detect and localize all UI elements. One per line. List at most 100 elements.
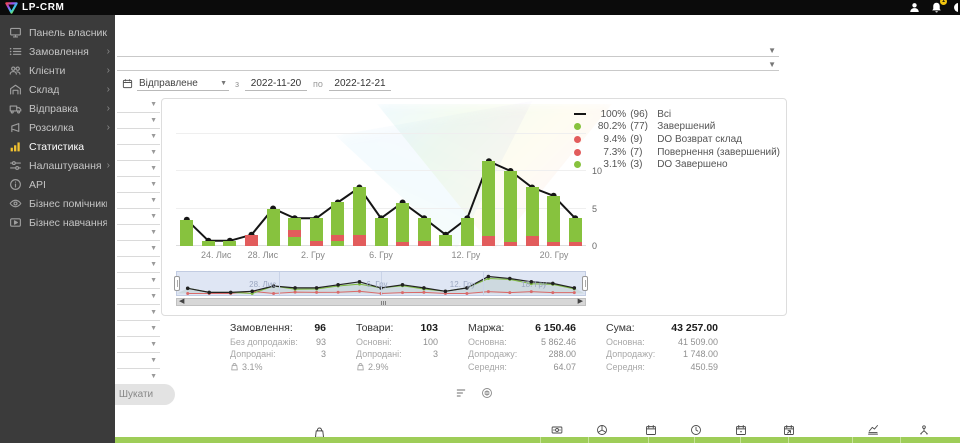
package-circle-icon[interactable] <box>481 386 493 398</box>
bar[interactable] <box>417 218 431 246</box>
brand-name: LP-CRM <box>22 2 65 13</box>
mini-filter-select[interactable]: ▼ <box>117 177 160 193</box>
legend-item[interactable]: 80.2% (77) Завершений <box>574 121 780 134</box>
clock-icon[interactable] <box>690 423 702 435</box>
mini-filter-select[interactable]: ▼ <box>117 353 160 369</box>
legend-item[interactable]: 9.4% (9) DO Возврат склад <box>574 133 780 146</box>
mini-filter-select[interactable]: ▼ <box>117 129 160 145</box>
mini-filter-select[interactable]: ▼ <box>117 209 160 225</box>
chart-navigator[interactable]: 28. Лис 6. Гру 12. Гру 18. Гру <box>174 271 588 296</box>
sidebar-item-label: Відправка <box>29 102 79 115</box>
bar[interactable] <box>439 234 453 246</box>
bar[interactable] <box>266 208 280 246</box>
sidebar-item-розсилка[interactable]: Розсилка › <box>0 118 115 137</box>
mini-filter-select[interactable]: ▼ <box>117 161 160 177</box>
y-tick-label: 10 <box>592 166 603 176</box>
sidebar-item-панель-власника[interactable]: Панель власника <box>0 23 115 42</box>
calendar-icon[interactable] <box>645 423 657 435</box>
statistics-icon <box>9 140 22 153</box>
mini-filter-select[interactable]: ▼ <box>117 113 160 129</box>
date-to-input[interactable]: 2022-12-21 <box>329 76 391 91</box>
sidebar-item-відправка[interactable]: Відправка › <box>0 99 115 118</box>
bar[interactable] <box>201 240 215 246</box>
calendar-day-icon[interactable] <box>735 423 747 435</box>
mini-filter-select[interactable]: ▼ <box>117 241 160 257</box>
mini-filter-select[interactable]: ▼ <box>117 273 160 289</box>
money-icon[interactable] <box>551 423 563 435</box>
stat-sub-value: 3 <box>432 349 438 359</box>
mini-filter-select[interactable]: ▼ <box>117 193 160 209</box>
sidebar-item-замовлення[interactable]: Замовлення › <box>0 42 115 61</box>
bar-segment-green <box>331 202 345 235</box>
sidebar-item-бізнес-навчання[interactable]: Бізнес навчання <box>0 213 115 232</box>
bar[interactable] <box>374 218 388 246</box>
mini-filter-select[interactable]: ▼ <box>117 257 160 273</box>
legend-item[interactable]: 100% (96) Всі <box>574 108 780 121</box>
filter-select-1[interactable]: ▼ <box>117 45 779 57</box>
scroll-right-icon[interactable]: ▶ <box>577 298 583 305</box>
legend-dot-icon <box>574 148 590 156</box>
date-type-select[interactable]: Відправлене ▼ <box>137 76 229 91</box>
legend-dot-icon <box>574 123 590 131</box>
x-tick-label: 20. Гру <box>539 250 569 260</box>
list-icon[interactable] <box>455 386 467 398</box>
mini-filter-select[interactable]: ▼ <box>117 289 160 305</box>
bar[interactable] <box>525 187 539 246</box>
bell-icon[interactable]: 1 <box>930 0 947 14</box>
bar[interactable] <box>504 171 517 246</box>
navigator-right-handle[interactable] <box>582 276 588 291</box>
network-icon[interactable] <box>918 423 930 435</box>
package-icon[interactable] <box>596 423 608 435</box>
chevron-down-icon: ▼ <box>150 229 157 236</box>
sidebar-item-налаштування[interactable]: Налаштування › <box>0 156 115 175</box>
bar[interactable] <box>460 218 474 246</box>
bar[interactable] <box>352 187 366 246</box>
sidebar-item-склад[interactable]: Склад › <box>0 80 115 99</box>
user-icon[interactable] <box>908 1 921 14</box>
legend-item[interactable]: 3.1% (3) DO Завершено <box>574 158 780 171</box>
search-button[interactable]: Шукати <box>97 384 175 405</box>
bar-segment-green <box>331 240 345 246</box>
bar[interactable] <box>288 218 302 246</box>
chart-legend: 100% (96) Всі 80.2% (77) Завершений 9.4% (9) DO … <box>574 108 780 171</box>
legend-count: (7) <box>630 146 643 158</box>
calendar-send-icon[interactable] <box>783 423 795 435</box>
sidebar-item-api[interactable]: API <box>0 175 115 194</box>
scroll-left-icon[interactable]: ◀ <box>179 298 185 305</box>
navigator-left-handle[interactable] <box>174 276 180 291</box>
partial-icon[interactable] <box>952 1 958 14</box>
nav-gridline <box>483 272 484 295</box>
brand-logo[interactable]: LP-CRM <box>0 1 65 14</box>
bar[interactable] <box>396 202 410 246</box>
scrollbar-grip[interactable] <box>381 301 386 305</box>
chevron-down-icon: ▼ <box>150 373 157 380</box>
bar[interactable] <box>180 219 194 246</box>
bar[interactable] <box>482 161 496 246</box>
filter-select-2[interactable]: ▼ <box>117 59 779 71</box>
date-from-input[interactable]: 2022-11-20 <box>245 76 307 91</box>
navigator-scrollbar[interactable]: ◀ ▶ <box>176 298 586 306</box>
sidebar-item-бізнес-помічники[interactable]: Бізнес помічники <box>0 194 115 213</box>
sidebar-item-label: Статистика <box>29 140 85 153</box>
sidebar-item-клієнти[interactable]: Клієнти › <box>0 61 115 80</box>
sidebar-item-статистика[interactable]: Статистика <box>0 137 115 156</box>
bar[interactable] <box>331 202 345 246</box>
chart-lines-icon[interactable] <box>867 423 879 435</box>
mini-filter-select[interactable]: ▼ <box>117 225 160 241</box>
mini-filter-select[interactable]: ▼ <box>117 337 160 353</box>
bar-segment-red <box>245 234 258 246</box>
bar[interactable] <box>547 195 561 246</box>
bar[interactable] <box>223 240 237 246</box>
bar[interactable] <box>568 218 582 246</box>
stat-block: Товари: 103 Основні: 100 Допродані: 3 2.9% <box>356 322 438 372</box>
mini-filter-select[interactable]: ▼ <box>117 97 160 113</box>
mini-filter-select[interactable]: ▼ <box>117 145 160 161</box>
sidebar-item-label: Панель власника <box>29 26 107 39</box>
bar[interactable] <box>245 234 258 246</box>
table-row[interactable] <box>115 437 960 443</box>
bar[interactable] <box>309 218 323 246</box>
mini-filter-select[interactable]: ▼ <box>117 369 160 385</box>
mini-filter-select[interactable]: ▼ <box>117 305 160 321</box>
mini-filter-select[interactable]: ▼ <box>117 321 160 337</box>
legend-item[interactable]: 7.3% (7) Повернення (завершений) <box>574 146 780 159</box>
